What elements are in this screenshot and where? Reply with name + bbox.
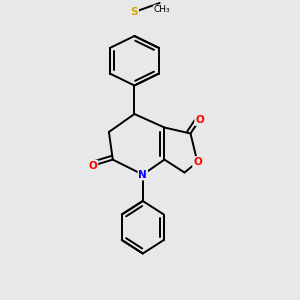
Text: O: O [195, 115, 204, 125]
Text: O: O [88, 160, 98, 171]
Text: CH₃: CH₃ [154, 5, 170, 14]
Text: O: O [193, 157, 202, 167]
Text: S: S [131, 7, 138, 17]
Text: N: N [138, 169, 147, 180]
